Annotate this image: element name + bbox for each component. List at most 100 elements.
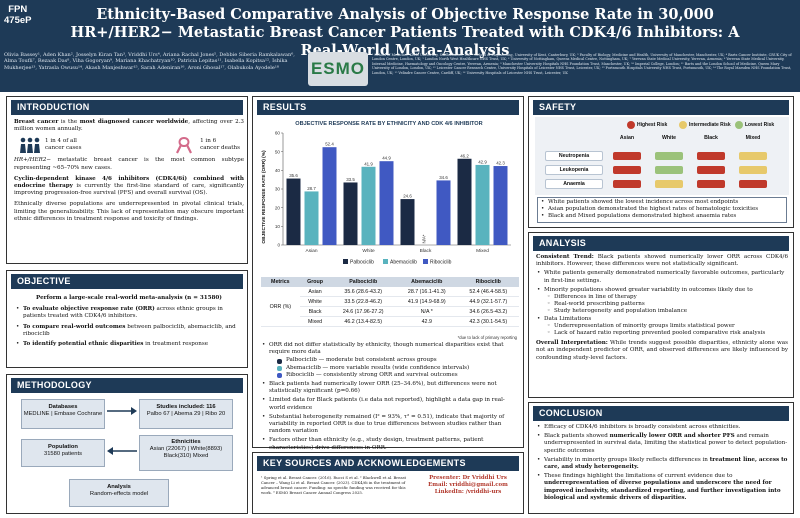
women-icon bbox=[20, 138, 40, 154]
objective-panel: OBJECTIVE Perform a large-scale real-wor… bbox=[6, 270, 248, 368]
analysis-subitem: Underrepresentation of minority groups l… bbox=[536, 323, 788, 330]
finding-item: Black patients had numerically lower ORR… bbox=[261, 381, 519, 395]
analysis-interpretation: Overall Interpretation: While trends sug… bbox=[536, 340, 788, 362]
analysis-subitem: Lack of hazard ratio reporting prevented… bbox=[536, 330, 788, 337]
safety-row-label: Anaemia bbox=[545, 179, 603, 189]
fpn-label: FPN bbox=[8, 4, 28, 15]
table-metric: ORR (%) bbox=[261, 287, 300, 327]
table-cell: 34.6 (26.5-43.2) bbox=[457, 306, 519, 317]
intro-p1-bold: Breast cancer bbox=[14, 119, 59, 125]
intro-stats: 1 in 4 of all cancer cases 1 in 6 cancer… bbox=[18, 136, 240, 154]
table-cell: White bbox=[299, 296, 331, 307]
table-cell: 41.9 (14.9-68.9) bbox=[396, 296, 458, 307]
analysis-item: Minority populations showed greater vari… bbox=[536, 287, 788, 294]
chart-x-tick-label: Mixed bbox=[476, 248, 489, 254]
stat-deaths: 1 in 6 cancer deaths bbox=[171, 136, 240, 154]
safety-column-header: White bbox=[661, 135, 677, 141]
chart-bar bbox=[286, 178, 301, 245]
presenter-email[interactable]: Email: vriddhi@gmail.com bbox=[428, 482, 508, 488]
drug-summary-item: Ribociclib — consistently strong ORR and… bbox=[277, 372, 519, 379]
chart-y-tick-label: 0 bbox=[277, 243, 280, 248]
chart-bar bbox=[457, 158, 472, 245]
chart-bar bbox=[400, 199, 415, 245]
analysis-trend-label: Consistent Trend: bbox=[536, 254, 594, 260]
risk-legend-label: Highest Risk bbox=[637, 122, 668, 128]
table-header: Ribociclib bbox=[457, 277, 519, 287]
sources-heading: KEY SOURCES AND ACKNOWLEDGEMENTS bbox=[257, 456, 519, 471]
conclusion-panel: CONCLUSION Efficacy of CDK4/6 inhibitors… bbox=[528, 402, 794, 514]
chart-bar bbox=[436, 180, 451, 245]
finding-item: Limited data for Black patients (i.e dat… bbox=[261, 397, 519, 411]
conclusion-2-post: and remain underrepresented in survival … bbox=[544, 433, 788, 454]
safety-column-header: Black bbox=[704, 135, 718, 141]
intro-p3-rest: is currently the first-line standard of … bbox=[14, 183, 244, 197]
chart-y-tick-label: 60 bbox=[275, 131, 281, 136]
safety-column-header: Mixed bbox=[745, 135, 761, 141]
chart-legend: Palbociclib Abemaciclib Ribociclib bbox=[343, 259, 452, 265]
drug-summary-list: Palbociclib — moderate but consistent ac… bbox=[261, 357, 519, 379]
population-text: 31580 patients bbox=[43, 451, 83, 457]
chart-data-label: 41.9 bbox=[364, 161, 373, 166]
chart-data-label: 52.4 bbox=[325, 142, 334, 147]
population-box: Population 31580 patients bbox=[21, 439, 105, 467]
table-cell: 33.5 (22.8-46.2) bbox=[330, 296, 397, 307]
objective-item: To compare real-world outcomes between p… bbox=[15, 324, 243, 338]
analysis-subitem: Study heterogeneity and population imbal… bbox=[536, 308, 788, 315]
risk-legend-dot bbox=[679, 121, 687, 129]
finding-item: Substantial heterogeneity remained (I² =… bbox=[261, 414, 519, 436]
chart-y-tick-label: 50 bbox=[275, 149, 281, 154]
conclusion-item: Black patients showed numerically lower … bbox=[536, 433, 788, 455]
analysis-item: Data Limitations bbox=[536, 316, 788, 323]
abemaciclib-swatch bbox=[277, 365, 282, 371]
conclusion-3-pre: Variability in minority groups likely re… bbox=[544, 456, 710, 463]
table-header-row: Metrics Group Palbociclib Abemaciclib Ri… bbox=[261, 277, 519, 287]
objective-item-3-bold: To identify potential ethnic disparities bbox=[23, 341, 144, 348]
safety-column-header: Asian bbox=[619, 135, 635, 141]
analysis-item: White patients generally demonstrated nu… bbox=[536, 270, 788, 284]
esmo-logo: ESMO bbox=[308, 52, 368, 86]
intro-p2-italic: HR+/HER2− bbox=[14, 157, 52, 164]
chart-data-label: 35.6 bbox=[289, 173, 298, 178]
safety-panel: SAFETY Highest Risk Intermediate Risk Lowe… bbox=[528, 96, 794, 228]
conclusion-item: Efficacy of CDK4/6 inhibitors is broadly… bbox=[536, 424, 788, 431]
conclusion-1-text: Efficacy of CDK4/6 inhibitors is broadly… bbox=[544, 424, 741, 430]
chart-y-tick-label: 10 bbox=[275, 224, 281, 229]
databases-title: Databases bbox=[48, 404, 78, 410]
table-footnote: *due to lack of primary reporting bbox=[457, 335, 517, 340]
safety-risk-cell bbox=[739, 180, 767, 188]
objective-item-2-bold: To compare real-world outcomes bbox=[23, 323, 126, 330]
ribbon-icon bbox=[176, 137, 193, 154]
table-cell: Black bbox=[299, 306, 331, 317]
presenter-linkedin[interactable]: LinkedIn: /vriddhi-urs bbox=[434, 489, 502, 495]
table-row: ORR (%) Asian 35.6 (28.6-43.2) 28.7 (16.… bbox=[261, 287, 519, 327]
chart-x-tick-label: Asian bbox=[306, 248, 318, 254]
ethnicities-title: Ethnicities bbox=[171, 439, 201, 445]
risk-legend-label: Intermediate Risk bbox=[689, 122, 731, 128]
chart-missing-label: N/A* bbox=[422, 234, 427, 243]
chart-y-axis-label: OBJECTIVE RESPONSE RATE (ORR) (%) bbox=[261, 150, 267, 244]
safety-risk-cell bbox=[655, 180, 683, 188]
ethnicities-text: Asian (22067) | White(8893) Black(310) M… bbox=[149, 446, 223, 459]
conclusion-3-bold: treatment line, access to care, and stud… bbox=[544, 456, 788, 471]
safety-item: Black and Mixed populations demonstrated… bbox=[540, 213, 784, 220]
table-row: White 33.5 (22.8-46.2) 41.9 (14.9-68.9) … bbox=[261, 296, 519, 307]
conclusion-item: These findings highlight the limitations… bbox=[536, 473, 788, 502]
safety-risk-cell bbox=[739, 152, 767, 160]
chart-y-tick-label: 30 bbox=[275, 187, 281, 192]
stat-cases: 1 in 4 of all cancer cases bbox=[18, 136, 82, 154]
analysis-heading: ANALYSIS bbox=[533, 236, 789, 251]
chart-data-label: 24.6 bbox=[403, 194, 412, 199]
intro-paragraph-2: HR+/HER2− metastatic breast cancer is th… bbox=[14, 157, 244, 171]
analysis-interpretation-label: Overall Interpretation: bbox=[536, 340, 608, 347]
palbociclib-summary: Palbociclib — moderate but consistent ac… bbox=[286, 357, 437, 364]
chart-data-label: 33.5 bbox=[346, 177, 355, 182]
stat-deaths-label: cancer deaths bbox=[200, 145, 240, 152]
conclusion-item: Variability in minority groups likely re… bbox=[536, 457, 788, 471]
affiliations: ¹ School of Medicine, Keele University, … bbox=[372, 53, 792, 75]
risk-legend-dot bbox=[735, 121, 743, 129]
chart-legend-label: Palbociclib bbox=[350, 259, 374, 265]
presenter-contact: Presenter: Dr Vriddhi Urs Email: vriddhi… bbox=[417, 475, 519, 496]
introduction-panel: INTRODUCTION Breast cancer is the most d… bbox=[6, 96, 248, 264]
chart-data-label: 28.7 bbox=[307, 186, 316, 191]
objective-item: To identify potential ethnic disparities… bbox=[15, 341, 243, 348]
